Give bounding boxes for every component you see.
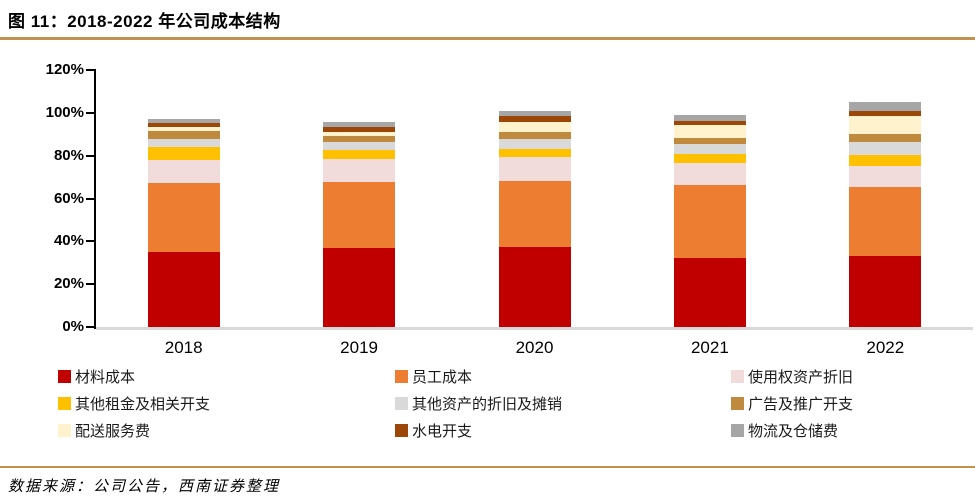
bar-segment <box>498 138 571 150</box>
bar-segment <box>323 181 396 249</box>
bar-segment <box>147 183 220 253</box>
x-axis-label: 2022 <box>866 338 905 357</box>
legend-swatch-other-rent <box>58 397 71 410</box>
bar-segment <box>673 184 746 259</box>
legend-label: 其他租金及相关开支 <box>75 396 211 413</box>
bar-segment <box>849 133 922 142</box>
bar-segment <box>498 122 571 133</box>
y-axis-tick-label: 80% <box>53 146 84 164</box>
legend-label: 使用权资产折旧 <box>748 369 854 386</box>
bar-segment <box>849 255 922 327</box>
bar-segment <box>147 146 220 160</box>
bar-segment <box>673 258 746 327</box>
bar-segment <box>673 137 746 145</box>
bar-segment <box>849 166 922 188</box>
bar-segment <box>323 141 396 151</box>
y-axis-tick <box>86 283 96 286</box>
legend-item: 其他资产的折旧及摊销 <box>395 395 731 413</box>
legend-label: 广告及推广开支 <box>748 396 854 413</box>
legend-swatch-other-asset-depreciation <box>395 397 408 410</box>
legend-item: 广告及推广开支 <box>731 395 963 413</box>
y-axis-tick-label: 20% <box>53 275 84 293</box>
bar-segment <box>323 122 396 127</box>
stacked-bar-chart: 0% 20% 40% 60% 80% 100% 120% 2018 2019 2020 2021 20… <box>0 40 975 365</box>
bar-segment <box>323 248 396 327</box>
legend-label: 员工成本 <box>412 369 473 386</box>
data-source-note: 数据来源：公司公告，西南证券整理 <box>8 479 281 495</box>
x-axis-label: 2021 <box>690 338 729 357</box>
bar-segment <box>498 116 571 123</box>
y-axis-tick-label: 40% <box>53 232 84 250</box>
legend-item: 物流及仓储费 <box>731 422 963 440</box>
bar-segment <box>323 135 396 142</box>
bar-segment <box>849 116 922 134</box>
chart-legend: 材料成本 员工成本 使用权资产折旧 其他租金及相关开支 其他资产的折旧及摊销 广… <box>58 368 963 440</box>
bar-segment <box>673 144 746 155</box>
bar-segment <box>323 131 396 136</box>
bar-segment <box>673 154 746 163</box>
bar-segment <box>498 157 571 181</box>
bar-segment <box>498 110 571 117</box>
legend-item: 其他租金及相关开支 <box>58 395 395 413</box>
legend-swatch-material-cost <box>58 370 71 383</box>
bar-segment <box>147 138 220 147</box>
bar-segment <box>498 149 571 158</box>
bar-segment <box>147 252 220 327</box>
bar-segment <box>323 150 396 160</box>
y-axis-tick <box>86 111 96 114</box>
bar-segment <box>147 123 220 128</box>
y-axis-tick <box>86 154 96 157</box>
legend-label: 配送服务费 <box>75 423 151 440</box>
bar-segment <box>673 120 746 126</box>
legend-label: 水电开支 <box>412 423 473 440</box>
x-axis-baseline <box>96 327 973 330</box>
legend-swatch-logistics-warehousing <box>731 424 744 437</box>
x-axis-label: 2018 <box>164 338 203 357</box>
footer-divider-line <box>0 466 975 468</box>
legend-swatch-advertising <box>731 397 744 410</box>
y-axis-tick <box>86 69 96 71</box>
legend-item: 配送服务费 <box>58 422 395 440</box>
bar-segment <box>849 155 922 167</box>
bar-segment <box>498 180 571 247</box>
bar-segment <box>498 246 571 327</box>
legend-item: 使用权资产折旧 <box>731 368 963 386</box>
title-divider-line <box>0 37 975 40</box>
figure-title: 图 11：2018-2022 年公司成本结构 <box>8 12 281 31</box>
legend-label: 物流及仓储费 <box>748 423 839 440</box>
y-axis-tick-label: 60% <box>53 189 84 207</box>
y-axis-tick <box>86 326 96 328</box>
y-axis-tick-label: 0% <box>62 318 84 335</box>
x-axis-label: 2020 <box>515 338 554 357</box>
bar-segment <box>673 114 746 121</box>
y-axis-tick <box>86 240 96 243</box>
legend-item: 员工成本 <box>395 368 731 386</box>
bar-segment <box>498 132 571 139</box>
legend-swatch-staff-cost <box>395 370 408 383</box>
legend-item: 材料成本 <box>58 368 395 386</box>
bar-segment <box>849 110 922 117</box>
y-axis-tick-label: 120% <box>45 61 84 78</box>
legend-label: 材料成本 <box>75 369 136 386</box>
bar-segment <box>673 162 746 185</box>
legend-swatch-delivery-service <box>58 424 71 437</box>
bar-segment <box>849 187 922 256</box>
bar-segment <box>323 126 396 132</box>
bar-segment <box>147 131 220 139</box>
bar-segment <box>673 125 746 138</box>
x-axis-label: 2019 <box>340 338 378 357</box>
bar-segment <box>147 159 220 184</box>
legend-item: 水电开支 <box>395 422 731 440</box>
legend-swatch-utilities <box>395 424 408 437</box>
legend-label: 其他资产的折旧及摊销 <box>412 396 563 413</box>
y-axis-tick <box>86 197 96 200</box>
bar-segment <box>323 159 396 182</box>
bar-segment <box>849 101 922 111</box>
bar-segment <box>849 141 922 156</box>
bar-segment <box>147 127 220 132</box>
legend-swatch-rou-asset-depreciation <box>731 370 744 383</box>
bar-segment <box>147 118 220 124</box>
y-axis-tick-label: 100% <box>45 103 84 121</box>
